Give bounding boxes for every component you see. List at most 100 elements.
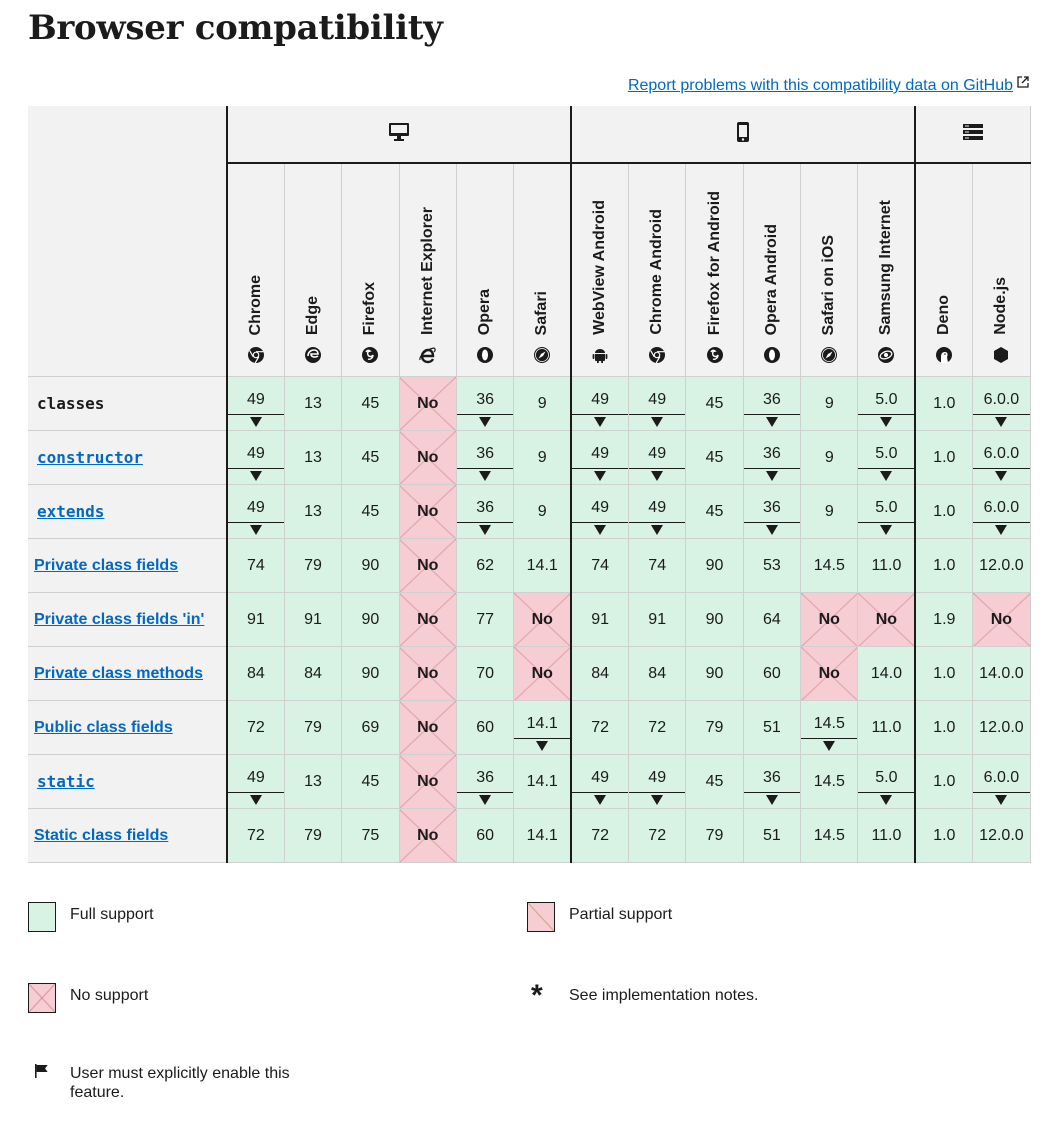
version-value: 14.5 — [813, 714, 845, 732]
feature-link-constructor[interactable]: constructor — [37, 447, 143, 467]
version-value: 72 — [591, 826, 609, 844]
support-cell-chrome[interactable]: 49 — [225, 484, 285, 539]
version-value: 1.0 — [933, 718, 956, 736]
support-cell-opera[interactable]: 36 — [455, 484, 515, 539]
version-value: 14.1 — [526, 826, 558, 844]
expand-toggle-icon[interactable] — [858, 522, 915, 537]
expand-toggle-icon[interactable] — [572, 414, 629, 429]
expand-toggle-icon[interactable] — [743, 414, 801, 429]
expand-toggle-icon[interactable] — [228, 468, 284, 483]
expand-toggle-icon[interactable] — [629, 522, 686, 537]
expand-toggle-icon[interactable] — [858, 468, 915, 483]
expand-toggle-icon[interactable] — [973, 468, 1030, 483]
expand-toggle-icon[interactable] — [456, 414, 514, 429]
support-cell-node-js[interactable]: 6.0.0 — [972, 484, 1031, 539]
feature-name-cell: Private class methods — [28, 646, 228, 701]
support-cell-chrome-android: 72 — [628, 808, 687, 863]
support-cell-chrome[interactable]: 49 — [225, 754, 285, 809]
expand-toggle-icon[interactable] — [228, 792, 284, 807]
support-cell-opera-android[interactable]: 36 — [742, 376, 802, 431]
expand-toggle-icon[interactable] — [572, 792, 629, 807]
expand-toggle-icon[interactable] — [572, 468, 629, 483]
support-cell-opera[interactable]: 36 — [455, 754, 515, 809]
browser-header-opera: Opera — [455, 162, 515, 377]
support-cell-chrome-android[interactable]: 49 — [628, 754, 687, 809]
expand-toggle-icon[interactable] — [456, 792, 514, 807]
support-cell-node-js[interactable]: 6.0.0 — [972, 754, 1031, 809]
version-value: 6.0.0 — [983, 768, 1020, 786]
version-value: 70 — [476, 664, 495, 682]
support-cell-samsung-internet[interactable]: 5.0 — [857, 376, 916, 431]
expand-toggle-icon[interactable] — [228, 522, 284, 537]
support-cell-firefox: 75 — [341, 808, 400, 863]
expand-toggle-icon[interactable] — [572, 522, 629, 537]
expand-toggle-icon[interactable] — [973, 792, 1030, 807]
support-cell-webview-android[interactable]: 49 — [570, 754, 630, 809]
expand-toggle-icon[interactable] — [801, 738, 858, 753]
support-cell-chrome[interactable]: 49 — [225, 430, 285, 485]
support-cell-chrome-android[interactable]: 49 — [628, 484, 687, 539]
expand-toggle-icon[interactable] — [973, 414, 1030, 429]
expand-toggle-icon[interactable] — [456, 468, 514, 483]
support-cell-chrome-android[interactable]: 49 — [628, 430, 687, 485]
support-cell-webview-android[interactable]: 49 — [570, 376, 630, 431]
support-cell-chrome[interactable]: 49 — [225, 376, 285, 431]
version-value: 90 — [361, 610, 380, 628]
version-value: 49 — [247, 444, 265, 462]
support-cell-webview-android[interactable]: 49 — [570, 484, 630, 539]
feature-link-public-class-fields[interactable]: Public class fields — [34, 718, 173, 736]
support-cell-node-js[interactable]: 6.0.0 — [972, 430, 1031, 485]
support-cell-samsung-internet[interactable]: 5.0 — [857, 430, 916, 485]
expand-toggle-icon[interactable] — [629, 468, 686, 483]
partial-support-swatch — [527, 902, 555, 932]
feature-link-private-class-methods[interactable]: Private class methods — [34, 664, 203, 682]
expand-toggle-icon[interactable] — [858, 414, 915, 429]
expand-toggle-icon[interactable] — [743, 522, 801, 537]
support-cell-node-js[interactable]: 6.0.0 — [972, 376, 1031, 431]
feature-link-private-class-fields[interactable]: Private class fields — [34, 556, 179, 574]
support-cell-chrome: 72 — [225, 808, 285, 863]
expand-toggle-icon[interactable] — [973, 522, 1030, 537]
support-cell-opera-android[interactable]: 36 — [742, 484, 802, 539]
support-cell-chrome-android[interactable]: 49 — [628, 376, 687, 431]
version-value: 79 — [705, 718, 724, 736]
expand-toggle-icon[interactable] — [629, 792, 686, 807]
feature-link-extends[interactable]: extends — [37, 501, 105, 521]
support-cell-edge: 13 — [283, 754, 343, 809]
browser-header-chrome: Chrome — [225, 162, 285, 377]
chrome-icon — [649, 347, 666, 364]
expand-toggle-icon[interactable] — [228, 414, 284, 429]
version-value: No — [417, 394, 439, 412]
expand-toggle-icon[interactable] — [629, 414, 686, 429]
support-cell-edge: 84 — [283, 646, 343, 701]
support-cell-safari-on-ios: 14.5 — [800, 808, 859, 863]
support-cell-node-js: 14.0.0 — [972, 646, 1031, 701]
feature-link-static-class-fields[interactable]: Static class fields — [34, 826, 169, 844]
expand-toggle-icon[interactable] — [456, 522, 514, 537]
version-value: 36 — [476, 498, 495, 516]
support-cell-samsung-internet[interactable]: 5.0 — [857, 754, 916, 809]
report-problems-link[interactable]: Report problems with this compatibility … — [627, 77, 1013, 94]
version-value: 36 — [763, 768, 781, 786]
expand-toggle-icon[interactable] — [743, 792, 801, 807]
no-support-swatch — [28, 983, 56, 1013]
browser-header-node-js: Node.js — [972, 162, 1031, 377]
version-value: 12.0.0 — [979, 718, 1024, 736]
expand-toggle-icon[interactable] — [858, 792, 915, 807]
expand-toggle-icon[interactable] — [743, 468, 801, 483]
support-cell-opera-android: 51 — [742, 808, 802, 863]
support-cell-opera-android[interactable]: 36 — [742, 430, 802, 485]
support-cell-opera[interactable]: 36 — [455, 376, 515, 431]
support-cell-webview-android[interactable]: 49 — [570, 430, 630, 485]
full-support-swatch — [28, 902, 56, 932]
support-cell-opera-android[interactable]: 36 — [742, 754, 802, 809]
version-value: 90 — [705, 556, 724, 574]
support-cell-safari-on-ios[interactable]: 14.5 — [800, 700, 859, 755]
feature-link-static[interactable]: static — [37, 771, 95, 791]
support-cell-opera[interactable]: 36 — [455, 430, 515, 485]
support-cell-safari[interactable]: 14.1 — [513, 700, 572, 755]
support-cell-samsung-internet[interactable]: 5.0 — [857, 484, 916, 539]
expand-toggle-icon[interactable] — [514, 738, 571, 753]
feature-link-private-class-fields-in[interactable]: Private class fields 'in' — [34, 610, 205, 628]
support-cell-chrome: 72 — [225, 700, 285, 755]
